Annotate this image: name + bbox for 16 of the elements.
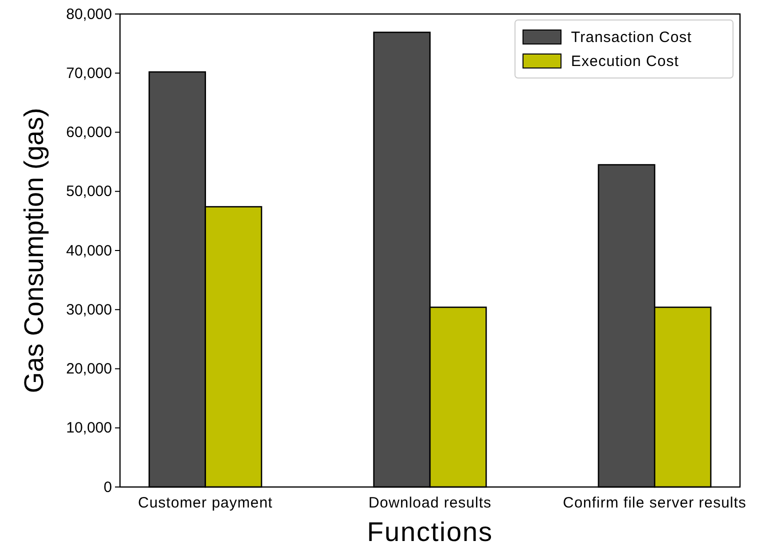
legend-label: Execution Cost — [571, 53, 680, 70]
y-tick-label: 30,000 — [66, 301, 112, 318]
y-tick-label: 20,000 — [66, 360, 112, 378]
y-tick-label: 10,000 — [66, 420, 112, 437]
y-tick-label: 60,000 — [66, 124, 112, 142]
x-axis-title: Functions — [366, 517, 494, 547]
y-tick-label: 40,000 — [66, 242, 112, 260]
y-tick-label: 50,000 — [66, 183, 112, 200]
y-axis-title: Gas Consumption (gas) — [19, 108, 49, 394]
y-tick-label: 70,000 — [66, 64, 112, 82]
x-tick-label: Download results — [368, 494, 492, 512]
y-tick-label: 0 — [104, 478, 112, 496]
y-tick-label: 80,000 — [66, 6, 112, 23]
x-tick-label: Customer payment — [138, 494, 274, 512]
x-tick-label: Confirm file server results — [562, 494, 746, 512]
legend-label: Transaction Cost — [571, 29, 692, 46]
